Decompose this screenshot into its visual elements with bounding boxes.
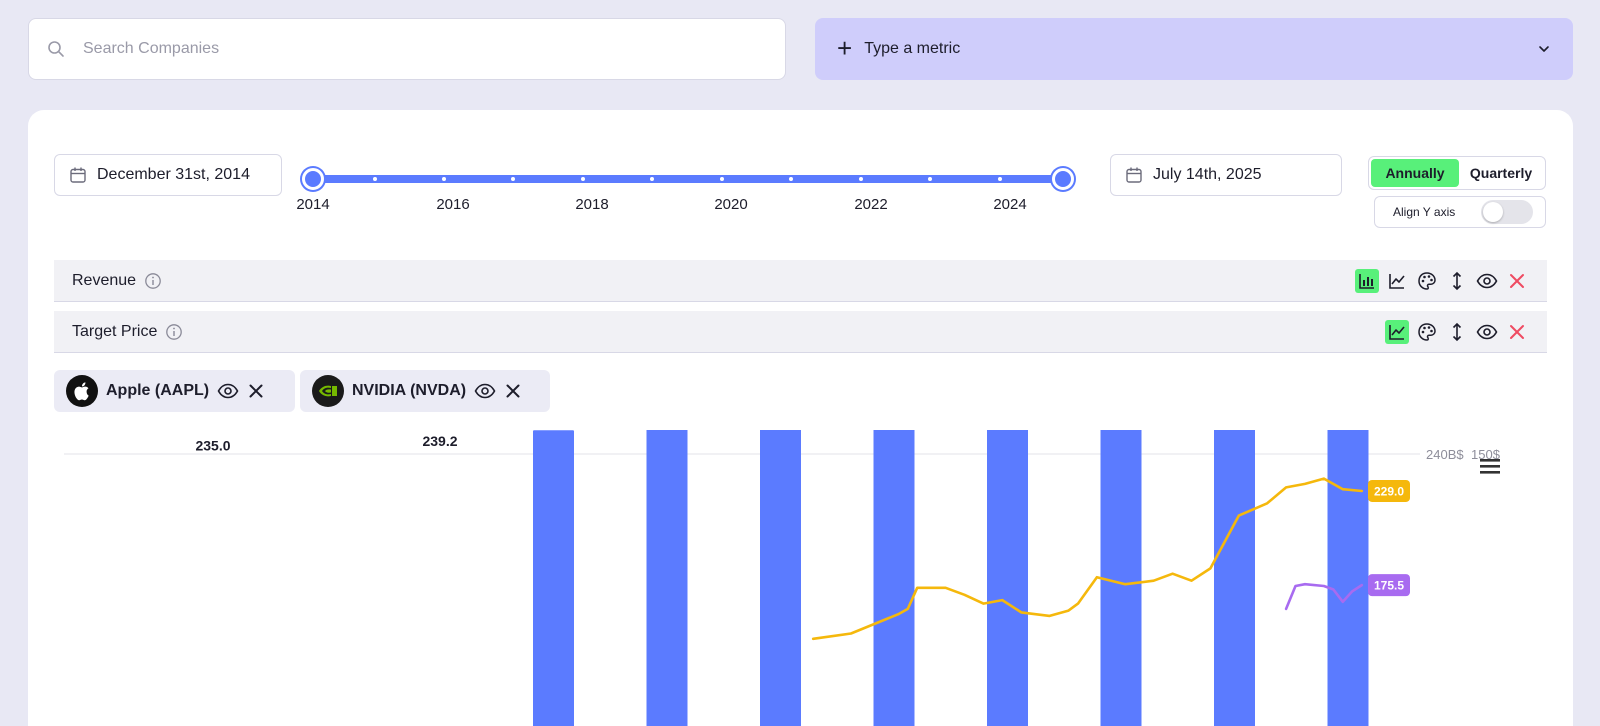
slider-tick [928, 177, 932, 181]
slider-start-handle[interactable] [302, 168, 324, 190]
vertical-arrows-icon[interactable] [1445, 269, 1469, 293]
revenue-bar [646, 430, 688, 726]
year-tick-label: 2022 [854, 196, 888, 213]
close-icon[interactable] [1505, 269, 1529, 293]
bar-data-label: 239.2 [422, 433, 457, 449]
nvidia-logo-icon [312, 375, 344, 407]
metric-picker[interactable]: + Type a metric [815, 18, 1573, 80]
align-y-axis-label: Align Y axis [1393, 205, 1456, 219]
start-date-field[interactable]: December 31st, 2014 [54, 154, 282, 196]
slider-track [304, 175, 1072, 183]
aapl-target-price-badge-text: 229.0 [1374, 484, 1404, 498]
nvda-target-price-badge-text: 175.5 [1374, 579, 1404, 593]
metric-label: Revenue [72, 271, 137, 289]
chevron-down-icon [1539, 46, 1549, 52]
eye-icon[interactable] [217, 381, 239, 401]
close-icon[interactable] [1505, 320, 1529, 344]
apple-logo-icon [66, 375, 98, 407]
end-date-field[interactable]: July 14th, 2025 [1110, 154, 1342, 196]
menu-icon-bar [1480, 465, 1500, 468]
info-icon[interactable] [144, 272, 162, 290]
eye-icon[interactable] [1475, 269, 1499, 293]
slider-tick [650, 177, 654, 181]
slider-tick [720, 177, 724, 181]
metric-picker-label: Type a metric [864, 40, 961, 57]
align-y-axis-control: Align Y axis [1374, 196, 1546, 228]
aapl-target-price-line [811, 477, 1364, 641]
nvda-target-price-line [1284, 582, 1364, 611]
y-right-tick-label: 150$ [1471, 447, 1501, 462]
slider-tick [442, 177, 446, 181]
revenue-bar [1100, 430, 1142, 726]
quarterly-option[interactable]: Quarterly [1469, 165, 1533, 181]
eye-icon[interactable] [1475, 320, 1499, 344]
menu-icon-bar [1480, 459, 1500, 462]
year-tick-label: 2016 [436, 196, 470, 213]
eye-icon[interactable] [474, 381, 496, 401]
revenue-bar [1214, 430, 1255, 726]
slider-tick [511, 177, 515, 181]
line-chart-icon[interactable] [1385, 269, 1409, 293]
menu-icon-bar [1480, 471, 1500, 474]
calendar-icon [1126, 167, 1142, 183]
nvda-target-price-badge [1368, 574, 1410, 597]
slider-tick [998, 177, 1002, 181]
year-tick-label: 2020 [714, 196, 748, 213]
revenue-target-price-chart: 480B$300$400B$250$320B$200$240B$150$235.… [64, 430, 1501, 726]
metric-row-target-price: Target Price [54, 311, 1547, 353]
revenue-bar [760, 430, 801, 726]
revenue-bar [987, 430, 1028, 726]
close-icon[interactable] [247, 382, 265, 400]
slider-tick [373, 177, 377, 181]
revenue-bar [1327, 430, 1369, 726]
company-label: Apple (AAPL) [106, 382, 210, 399]
toggle-knob [1483, 202, 1503, 222]
revenue-bar [533, 430, 574, 726]
search-icon [48, 41, 64, 57]
year-tick-label: 2014 [296, 196, 330, 213]
close-icon[interactable] [504, 382, 522, 400]
info-icon[interactable] [165, 323, 183, 341]
palette-icon[interactable] [1415, 269, 1439, 293]
slider-tick [789, 177, 793, 181]
vertical-arrows-icon[interactable] [1445, 320, 1469, 344]
year-tick-label: 2024 [993, 196, 1027, 213]
bar-chart-icon[interactable] [1355, 269, 1379, 293]
chart-panel: December 31st, 2014 2014 2016 2018 2020 … [28, 110, 1573, 726]
year-tick-label: 2018 [575, 196, 609, 213]
metric-row-revenue: Revenue [54, 260, 1547, 302]
align-y-axis-toggle[interactable] [1481, 200, 1533, 224]
y-left-tick-label: 240B$ [1426, 447, 1464, 462]
end-date-value: July 14th, 2025 [1153, 166, 1262, 183]
company-search[interactable] [28, 18, 786, 80]
start-date-value: December 31st, 2014 [97, 166, 250, 183]
calendar-icon [70, 167, 86, 183]
annually-option[interactable]: Annually [1371, 159, 1459, 187]
company-chip-apple: Apple (AAPL) [54, 370, 295, 412]
company-chip-nvidia: NVIDIA (NVDA) [300, 370, 550, 412]
period-toggle: Annually Quarterly [1368, 156, 1546, 190]
company-label: NVIDIA (NVDA) [352, 382, 467, 399]
palette-icon[interactable] [1415, 320, 1439, 344]
bar-data-label: 235.0 [195, 438, 230, 454]
aapl-target-price-badge [1368, 479, 1410, 502]
revenue-bar [873, 430, 915, 726]
date-range-slider[interactable] [302, 168, 1074, 190]
metric-label: Target Price [72, 322, 158, 340]
search-input[interactable] [83, 40, 683, 58]
slider-end-handle[interactable] [1052, 168, 1074, 190]
menu-icon[interactable] [1480, 459, 1500, 474]
line-chart-icon[interactable] [1385, 320, 1409, 344]
plus-icon: + [837, 32, 853, 63]
slider-tick [859, 177, 863, 181]
slider-tick [581, 177, 585, 181]
